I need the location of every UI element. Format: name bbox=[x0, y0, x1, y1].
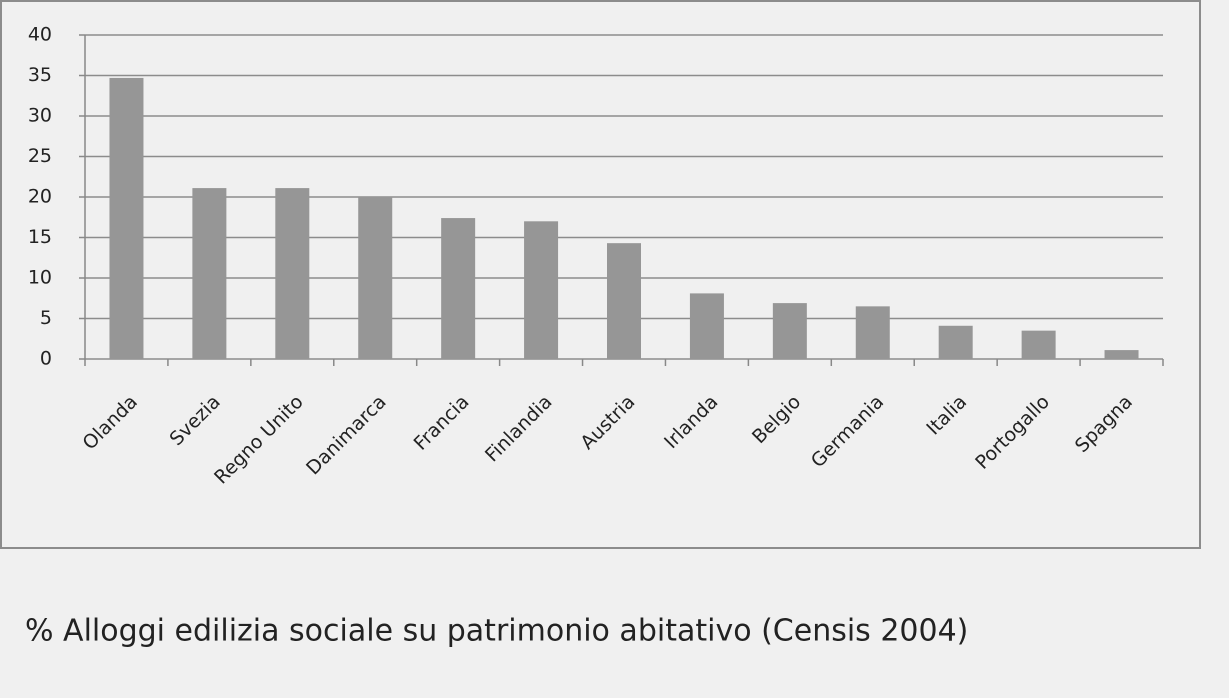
y-tick-label: 5 bbox=[40, 307, 52, 329]
bar bbox=[524, 221, 559, 359]
chart-title: % Alloggi edilizia sociale su patrimonio… bbox=[25, 614, 968, 649]
bar bbox=[275, 188, 310, 359]
bar bbox=[689, 293, 724, 359]
y-tick-label: 40 bbox=[28, 24, 52, 46]
bar bbox=[109, 77, 144, 360]
y-tick-label: 15 bbox=[28, 226, 52, 248]
chart-frame bbox=[0, 0, 1201, 549]
bar bbox=[607, 243, 641, 359]
bar bbox=[1021, 330, 1056, 359]
y-tick-label: 30 bbox=[28, 105, 52, 127]
bar bbox=[855, 306, 890, 359]
bar bbox=[772, 303, 807, 359]
y-tick-label: 0 bbox=[40, 348, 52, 370]
bar bbox=[938, 325, 973, 359]
bar bbox=[1104, 350, 1139, 359]
bar bbox=[441, 218, 476, 359]
y-tick-label: 20 bbox=[28, 186, 52, 208]
y-tick-label: 10 bbox=[28, 267, 52, 289]
bar bbox=[358, 197, 393, 359]
bar bbox=[192, 188, 227, 359]
y-tick-label: 25 bbox=[28, 145, 52, 167]
y-tick-label: 35 bbox=[28, 64, 52, 86]
